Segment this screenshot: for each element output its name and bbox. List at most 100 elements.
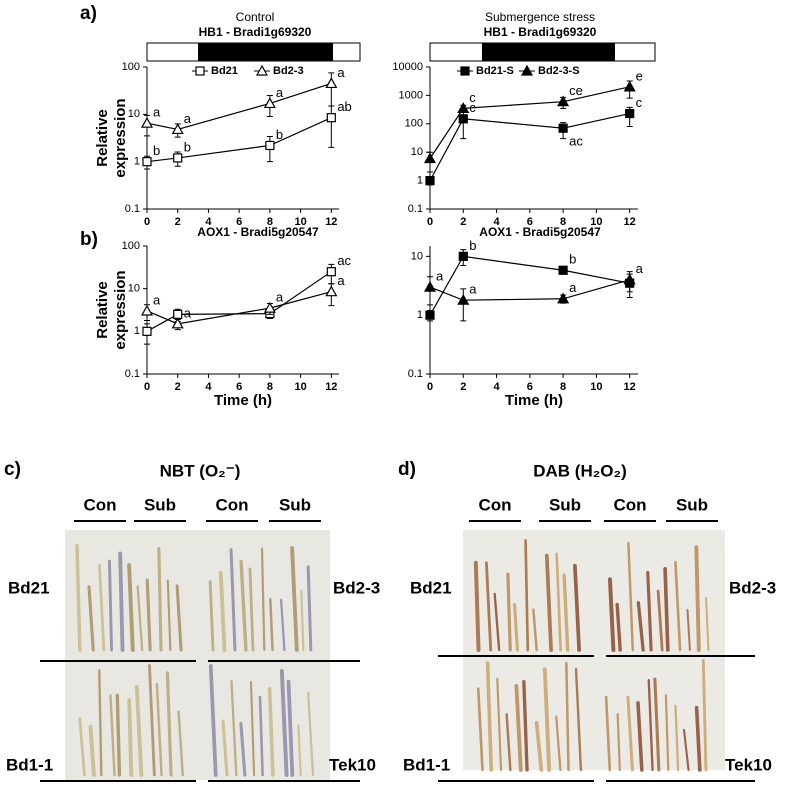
- significance-label: b: [569, 252, 576, 267]
- leaf: [562, 573, 570, 652]
- significance-label: c: [636, 95, 643, 110]
- y-tick-label: 100: [405, 118, 423, 130]
- data-point: [142, 157, 152, 167]
- significance-label: e: [636, 68, 643, 83]
- leaf: [636, 601, 645, 652]
- leaf: [616, 713, 621, 772]
- leaf: [646, 570, 653, 652]
- legend-marker: [460, 66, 470, 76]
- column-label: Con: [613, 495, 646, 514]
- significance-label: ac: [337, 253, 351, 268]
- y-tick-label: 10: [128, 283, 140, 295]
- y-tick-label: 10: [411, 250, 423, 262]
- data-point: [423, 152, 437, 164]
- leaf: [664, 694, 670, 772]
- leaf: [534, 720, 544, 772]
- x-tick-label: 0: [144, 216, 150, 228]
- chart-title: HB1 - Bradi1g69320: [484, 25, 597, 39]
- leaf: [279, 668, 289, 777]
- y-tick-label: 0.1: [125, 368, 140, 380]
- legend-marker: [195, 66, 205, 76]
- column-label: Sub: [549, 495, 581, 514]
- leaf: [532, 608, 538, 652]
- leaf: [663, 566, 670, 652]
- x-tick-label: 4: [493, 381, 500, 393]
- data-point: [173, 153, 183, 163]
- leaf: [208, 580, 215, 652]
- leaf: [239, 560, 248, 652]
- significance-label: a: [184, 111, 192, 126]
- leaf: [607, 577, 616, 652]
- leaf: [682, 728, 690, 772]
- significance-label: ce: [569, 83, 583, 98]
- data-point: [171, 123, 184, 135]
- y-axis-label: Relative: [94, 109, 111, 167]
- x-tick-label: 0: [427, 381, 433, 393]
- data-point: [423, 280, 437, 292]
- leaf: [573, 563, 581, 652]
- series-line: [429, 255, 630, 316]
- data-point: [325, 285, 338, 297]
- significance-label: ac: [569, 134, 583, 149]
- leaf: [249, 680, 256, 777]
- x-tick-label: 12: [624, 381, 636, 393]
- x-tick-label: 6: [236, 381, 242, 393]
- column-label: Sub: [279, 495, 311, 514]
- leaf: [542, 667, 552, 772]
- leaf: [148, 664, 156, 777]
- leaf: [476, 687, 484, 772]
- legend-label: Bd21-S: [476, 65, 514, 77]
- leaf: [88, 724, 96, 777]
- chart-condition: Submergence stress: [485, 10, 595, 24]
- row-label: Tek10: [329, 755, 376, 774]
- leaf: [175, 584, 183, 652]
- leaf: [115, 693, 122, 777]
- row-label: Bd21: [410, 578, 452, 597]
- leaf: [473, 560, 481, 652]
- error-bar: [328, 105, 335, 148]
- y-tick-label: 10000: [392, 61, 423, 73]
- legend-marker: [255, 64, 269, 76]
- leaf: [694, 705, 702, 772]
- significance-label: a: [153, 292, 161, 307]
- panel-label: a): [80, 3, 97, 24]
- leaf: [615, 602, 622, 652]
- y-tick-label: 1: [134, 325, 140, 337]
- leaf: [306, 565, 313, 652]
- y-tick-label: 100: [122, 240, 140, 252]
- leaf: [267, 687, 275, 777]
- leaf: [555, 552, 563, 652]
- row-label: Bd2-3: [333, 578, 380, 597]
- leaf: [485, 661, 494, 772]
- series-line: [429, 86, 630, 159]
- leaf: [98, 564, 106, 652]
- leaf: [87, 585, 95, 652]
- leaf: [177, 710, 184, 777]
- x-tick-label: 10: [294, 216, 306, 228]
- y-tick-label: 100: [122, 61, 140, 73]
- leaf: [98, 669, 103, 777]
- leaf: [229, 548, 237, 652]
- leaf: [78, 716, 86, 777]
- data-point: [140, 304, 154, 316]
- column-label: Con: [215, 495, 248, 514]
- leaf: [290, 546, 299, 652]
- significance-label: a: [184, 305, 192, 320]
- data-point: [457, 293, 470, 305]
- leaf: [166, 579, 172, 652]
- leaf: [522, 679, 529, 772]
- data-point: [625, 108, 635, 119]
- leaf: [307, 691, 315, 777]
- legend-label: Bd2-3: [273, 65, 304, 77]
- leaf: [565, 661, 570, 772]
- leaf: [109, 694, 116, 777]
- chart-title: AOX1 - Bradi5g20547: [197, 225, 319, 239]
- x-tick-label: 4: [205, 381, 212, 393]
- y-tick-label: 1: [417, 309, 423, 321]
- leaf: [208, 664, 218, 777]
- data-point: [140, 116, 154, 128]
- panel-label: c): [4, 459, 21, 480]
- data-point: [325, 77, 338, 89]
- data-point: [326, 113, 336, 123]
- error-bar: [460, 288, 467, 322]
